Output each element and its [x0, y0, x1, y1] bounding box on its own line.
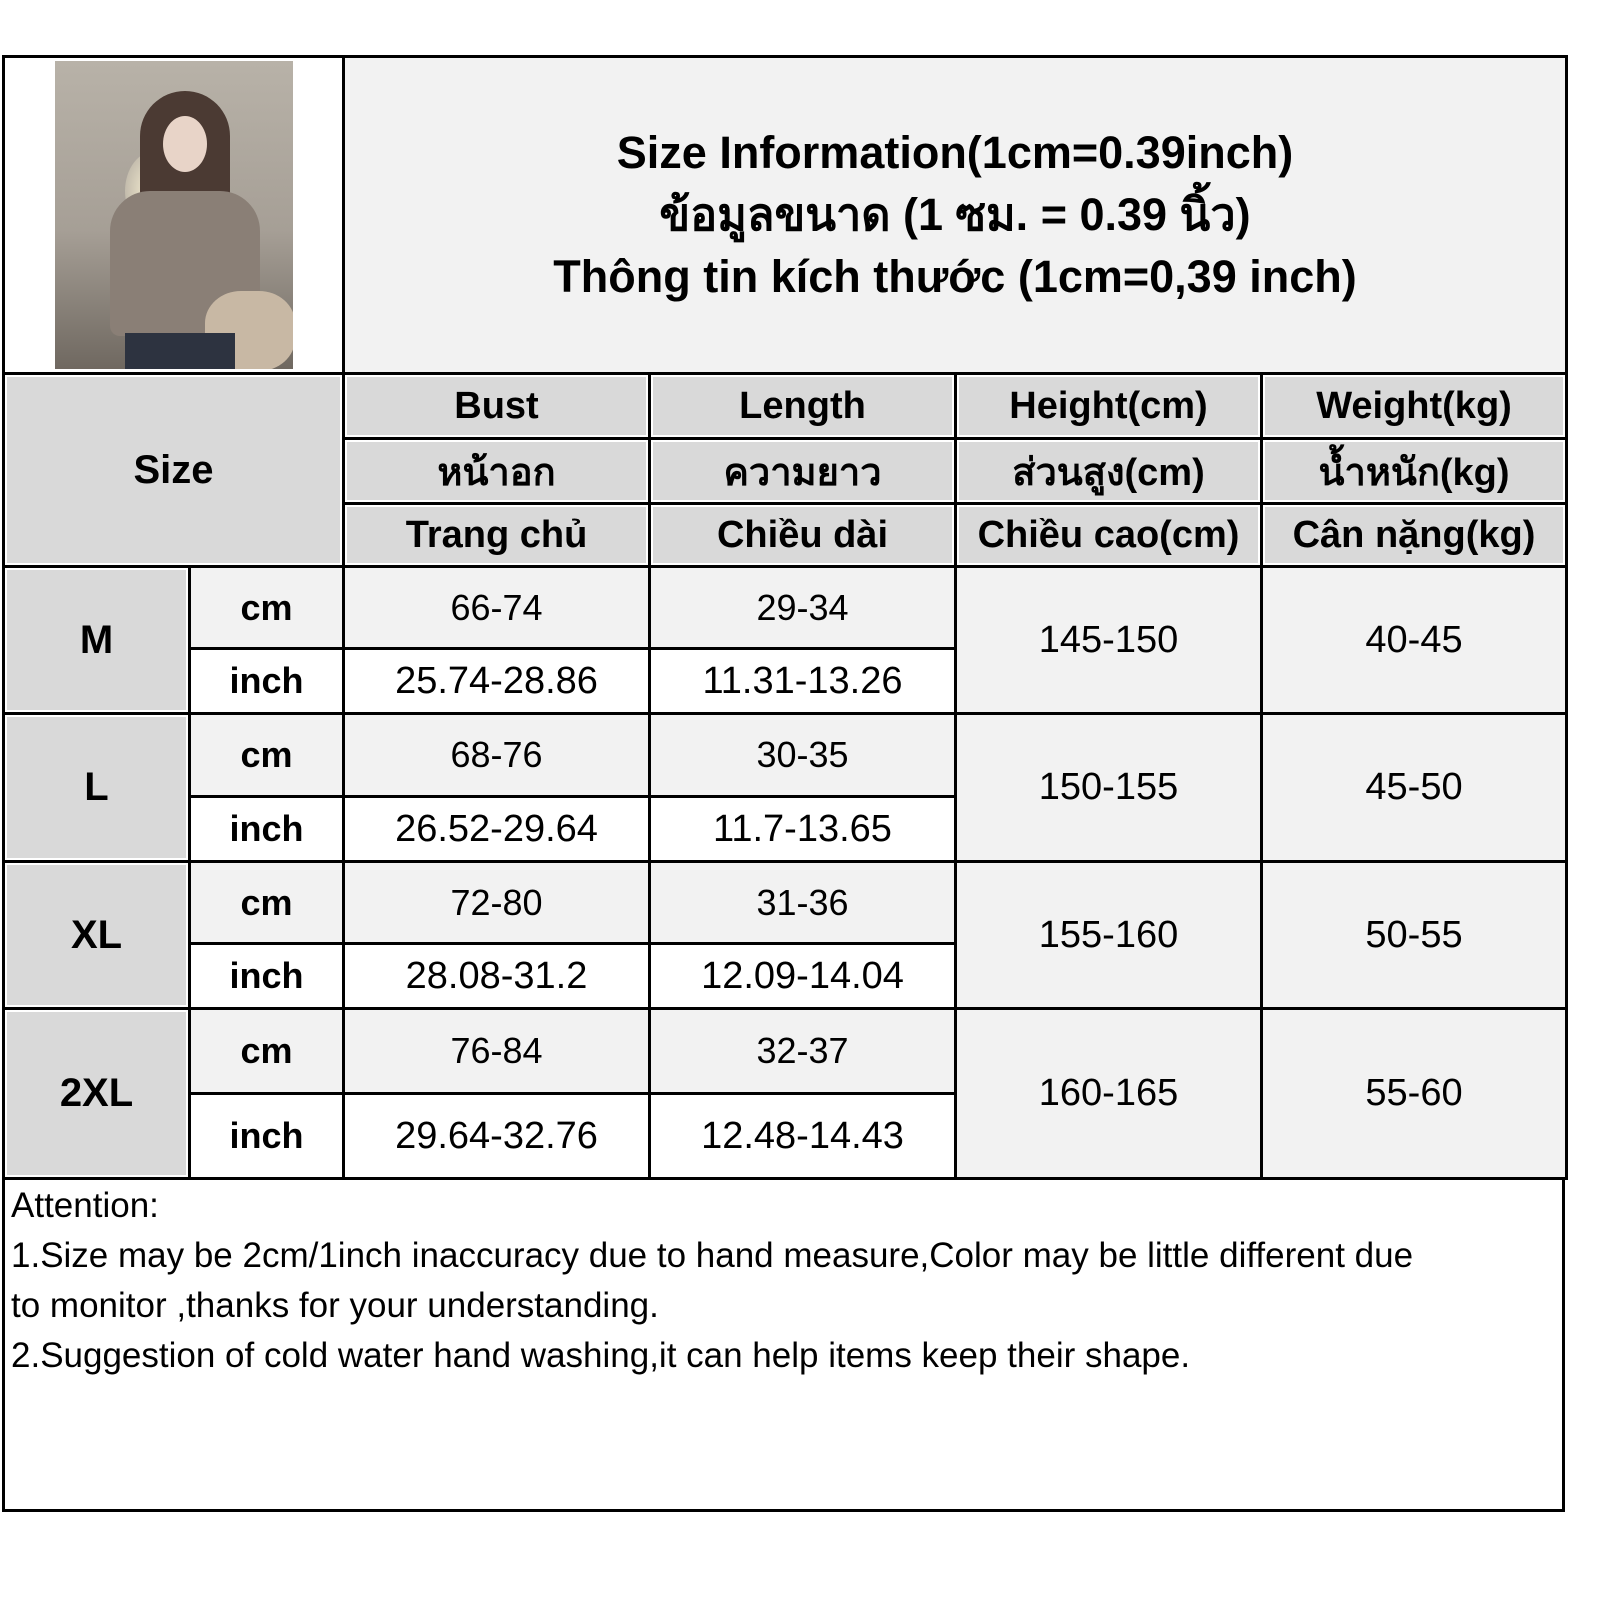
attention-line: to monitor ,thanks for your understandin…	[11, 1286, 659, 1325]
attention-notes: Attention: 1.Size may be 2cm/1inch inacc…	[2, 1177, 1565, 1512]
unit-cm: cm	[188, 565, 345, 650]
unit-cm: cm	[188, 1007, 345, 1095]
size-label: L	[2, 712, 191, 863]
length-inch: 12.09-14.04	[648, 942, 957, 1010]
table-row-cm: 2XL cm 76-84 32-37 160-165 55-60	[2, 1007, 1569, 1180]
header-length-vi: Chiều dài	[648, 502, 957, 568]
length-inch: 12.48-14.43	[648, 1092, 957, 1180]
attention-line: 1.Size may be 2cm/1inch inaccuracy due t…	[11, 1236, 1414, 1275]
header-height-en: Height(cm)	[954, 372, 1263, 440]
table-row-inch: inch 26.52-29.64 11.7-13.65	[4, 795, 1567, 863]
weight-value: 50-55	[1259, 860, 1569, 1010]
bust-cm: 66-74	[342, 565, 651, 650]
header-length-th: ความยาว	[648, 437, 957, 505]
header-weight-en: Weight(kg)	[1259, 372, 1569, 440]
size-label: XL	[2, 860, 191, 1010]
title-cell: Size Information(1cm=0.39inch) ข้อมูลขนา…	[341, 55, 1569, 375]
table-row-cm: XL cm 72-80 31-36 155-160 50-55	[2, 860, 1569, 1010]
bust-inch: 29.64-32.76	[342, 1092, 651, 1180]
header-length-en: Length	[648, 372, 957, 440]
weight-value: 55-60	[1259, 1007, 1569, 1180]
unit-inch: inch	[188, 647, 345, 715]
header-height-vi: Chiều cao(cm)	[954, 502, 1263, 568]
height-value: 145-150	[954, 565, 1263, 715]
header-weight-vi: Cân nặng(kg)	[1259, 502, 1569, 568]
unit-inch: inch	[188, 942, 345, 1010]
title-th: ข้อมูลขนาด (1 ซม. = 0.39 นิ้ว)	[659, 189, 1251, 240]
size-chart-table: Size Information(1cm=0.39inch) ข้อมูลขนา…	[2, 55, 1569, 1180]
length-inch: 11.7-13.65	[648, 795, 957, 863]
product-photo-cell	[2, 55, 345, 375]
title-en: Size Information(1cm=0.39inch)	[616, 127, 1294, 178]
bust-inch: 26.52-29.64	[342, 795, 651, 863]
header-bust-th: หน้าอก	[342, 437, 651, 505]
bust-cm: 72-80	[342, 860, 651, 945]
length-cm: 29-34	[648, 565, 957, 650]
height-value: 155-160	[954, 860, 1263, 1010]
attention-heading: Attention:	[11, 1186, 159, 1225]
attention-line: 2.Suggestion of cold water hand washing,…	[11, 1336, 1191, 1375]
size-label: M	[2, 565, 191, 715]
height-value: 150-155	[954, 712, 1263, 863]
unit-cm: cm	[188, 860, 345, 945]
length-cm: 31-36	[648, 860, 957, 945]
length-cm: 30-35	[648, 712, 957, 798]
table-row-inch: inch 25.74-28.86 11.31-13.26	[4, 647, 1567, 715]
bust-inch: 25.74-28.86	[342, 647, 651, 715]
size-header: Size	[2, 372, 345, 568]
unit-inch: inch	[188, 1092, 345, 1180]
unit-cm: cm	[188, 712, 345, 798]
bust-inch: 28.08-31.2	[342, 942, 651, 1010]
weight-value: 45-50	[1259, 712, 1569, 863]
header-weight-th: น้ำหนัก(kg)	[1259, 437, 1569, 505]
product-photo	[54, 61, 293, 369]
length-cm: 32-37	[648, 1007, 957, 1095]
bust-cm: 76-84	[342, 1007, 651, 1095]
table-row-inch: inch 28.08-31.2 12.09-14.04	[4, 942, 1567, 1010]
weight-value: 40-45	[1259, 565, 1569, 715]
header-height-th: ส่วนสูง(cm)	[954, 437, 1263, 505]
title-vi: Thông tin kích thước (1cm=0,39 inch)	[553, 251, 1357, 302]
table-row-inch: inch 29.64-32.76 12.48-14.43	[4, 1092, 1567, 1180]
unit-inch: inch	[188, 795, 345, 863]
size-label: 2XL	[2, 1007, 191, 1180]
header-bust-en: Bust	[342, 372, 651, 440]
header-bust-vi: Trang chủ	[342, 502, 651, 568]
height-value: 160-165	[954, 1007, 1263, 1180]
bust-cm: 68-76	[342, 712, 651, 798]
length-inch: 11.31-13.26	[648, 647, 957, 715]
